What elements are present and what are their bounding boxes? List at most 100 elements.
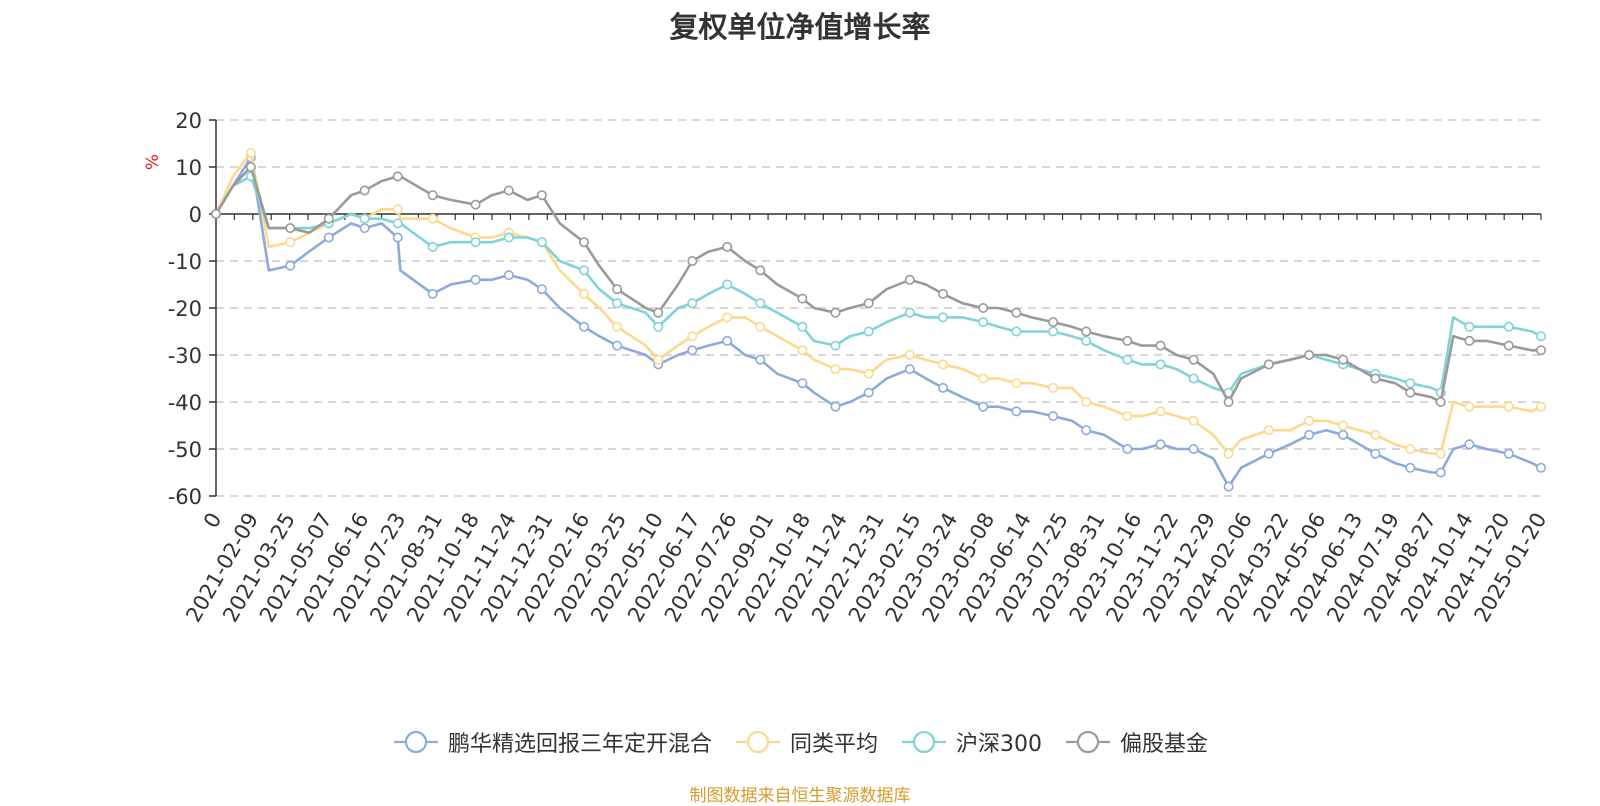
data-point [1122,411,1133,422]
data-point [1338,429,1349,440]
data-point [245,162,256,173]
y-tick-label: -10 [168,250,202,274]
data-point [1188,373,1199,384]
data-point [1503,340,1514,351]
data-point [1405,378,1416,389]
data-point [427,190,438,201]
data-point [937,312,948,323]
data-point [427,241,438,252]
data-point [1370,373,1381,384]
data-point [359,223,370,234]
data-point [503,270,514,281]
data-point [578,237,589,248]
data-point [612,284,623,295]
data-point [797,345,808,356]
data-point [1435,448,1446,459]
data-point [1048,411,1059,422]
data-point [687,255,698,266]
data-point [1304,415,1315,426]
data-point [1155,359,1166,370]
data-point [830,364,841,375]
data-point [1464,401,1475,412]
legend: 鹏华精选回报三年定开混合 同类平均 沪深300 偏股基金 [0,722,1600,762]
data-point [1223,396,1234,407]
legend-item[interactable]: 偏股基金 [1064,726,1208,758]
data-point [578,288,589,299]
data-point [1405,443,1416,454]
data-point [1503,448,1514,459]
data-point [653,307,664,318]
series-line-1 [214,151,1542,455]
data-point [1011,378,1022,389]
data-point [937,382,948,393]
data-point [863,298,874,309]
data-point [1122,335,1133,346]
data-point [1048,326,1059,337]
data-point [1435,396,1446,407]
data-point [978,302,989,313]
data-point [1155,406,1166,417]
data-point [653,354,664,365]
data-point [830,401,841,412]
x-tick-label: 0 [199,509,226,533]
data-point [245,147,256,158]
data-point [578,265,589,276]
data-point [1338,354,1349,365]
data-point [755,321,766,332]
data-point [1435,467,1446,478]
data-point [285,260,296,271]
data-point [392,218,403,229]
legend-item[interactable]: 同类平均 [734,726,878,758]
y-tick-label: -30 [168,344,202,368]
data-point [1503,401,1514,412]
line-chart: -60-50-40-30-20-1001020%02021-02-092021-… [143,109,1551,626]
data-point [323,232,334,243]
y-tick-label: 20 [175,109,202,133]
data-point [1370,429,1381,440]
data-point [1048,317,1059,328]
y-tick-label: 0 [189,203,202,227]
data-point [904,307,915,318]
data-point [1155,340,1166,351]
data-point [1536,345,1547,356]
data-point [1464,335,1475,346]
data-point [323,213,334,224]
data-point [1223,481,1234,492]
data-point [755,354,766,365]
data-point [359,185,370,196]
data-point [612,298,623,309]
data-point [1536,462,1547,473]
data-point [687,345,698,356]
data-point [1464,439,1475,450]
data-point [755,298,766,309]
legend-item[interactable]: 鹏华精选回报三年定开混合 [392,726,712,758]
data-point [978,401,989,412]
data-point [578,321,589,332]
data-point [1122,354,1133,365]
data-point [503,185,514,196]
y-tick-label: -40 [168,391,202,415]
data-point [1223,448,1234,459]
data-point [797,378,808,389]
data-point [722,241,733,252]
data-point [1081,326,1092,337]
data-point [612,321,623,332]
data-point [1011,406,1022,417]
series-line-3 [214,165,1541,404]
data-point [1304,349,1315,360]
data-point [830,340,841,351]
data-point [1536,331,1547,342]
data-point [653,321,664,332]
data-point [359,213,370,224]
data-point [427,288,438,299]
data-point [612,340,623,351]
data-point [797,293,808,304]
data-point [1263,448,1274,459]
data-point [797,321,808,332]
y-tick-label: -20 [168,297,202,321]
data-point [1263,359,1274,370]
legend-item[interactable]: 沪深300 [900,726,1042,758]
data-point [1188,415,1199,426]
data-point [1122,443,1133,454]
data-point [978,317,989,328]
